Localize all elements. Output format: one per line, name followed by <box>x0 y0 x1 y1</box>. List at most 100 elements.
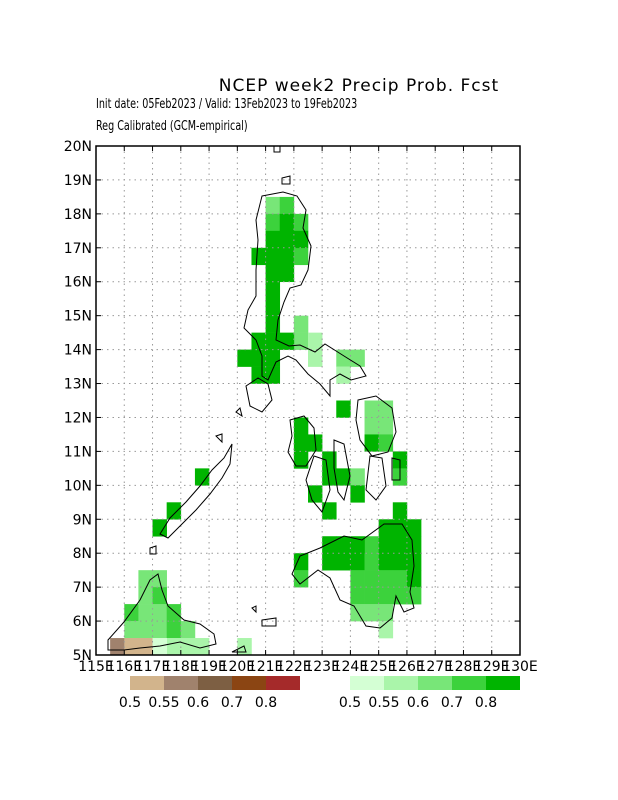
probability-cell <box>265 247 281 266</box>
probability-cell <box>406 587 422 605</box>
probability-cell <box>166 638 182 656</box>
probability-cell <box>378 570 394 588</box>
probability-cell <box>279 213 295 232</box>
legend-swatch <box>232 676 266 690</box>
probability-cell <box>322 502 337 520</box>
coastline <box>107 145 415 653</box>
calibration-note: Reg Calibrated (GCM-empirical) <box>96 119 248 134</box>
lon-tick-label: 130E <box>502 659 538 675</box>
init-valid-dates: Init date: 05Feb2023 / Valid: 13Feb2023 … <box>96 97 358 112</box>
legend-label: 0.55 <box>368 695 399 711</box>
probability-cell <box>152 638 167 656</box>
probability-cell <box>336 400 351 418</box>
probability-cell <box>378 400 394 418</box>
probability-cell <box>293 230 309 249</box>
probability-cell <box>392 519 408 537</box>
probability-cell <box>350 536 365 554</box>
probability-cell <box>392 502 408 520</box>
legend-label: 0.7 <box>441 695 463 711</box>
probability-cell <box>406 536 422 554</box>
probability-cell <box>364 400 379 418</box>
probability-cell <box>293 213 309 232</box>
lat-tick-label: 12N <box>64 410 92 426</box>
probability-cell <box>392 536 408 554</box>
probability-cell <box>308 349 323 367</box>
probability-cell <box>138 604 153 622</box>
lat-tick-label: 5N <box>73 648 92 664</box>
probability-cell <box>265 349 281 367</box>
probability-cell <box>166 502 182 520</box>
legend-swatch <box>452 676 486 690</box>
probability-cell <box>350 570 365 588</box>
lon-tick-label: 124E <box>333 659 369 675</box>
probability-cell <box>350 587 365 605</box>
probability-cell <box>265 264 281 283</box>
lat-tick-label: 6N <box>73 614 92 630</box>
probability-cell <box>322 451 337 469</box>
probability-cell <box>350 468 365 486</box>
lon-tick-label: 117E <box>135 659 171 675</box>
probability-cell <box>378 519 394 537</box>
lat-tick-label: 7N <box>73 580 92 596</box>
probability-cell <box>336 553 351 571</box>
probability-cell <box>265 315 281 333</box>
probability-cell <box>265 196 281 215</box>
legend-label: 0.6 <box>407 695 429 711</box>
probability-cell <box>293 434 309 452</box>
probability-cell <box>378 604 394 622</box>
probability-cell <box>152 604 167 622</box>
probability-cell <box>152 519 167 537</box>
axis-ticks: 5N 6N 7N 8N 9N 10N 11N 12N 13N 14N 15N 16N 17N 18N 19N… <box>64 139 538 675</box>
map-frame <box>95 145 521 656</box>
lat-tick-label: 19N <box>64 173 92 189</box>
lat-tick-label: 11N <box>64 444 92 460</box>
probability-cell <box>364 553 379 571</box>
legend-swatch <box>266 676 300 690</box>
probability-cell <box>322 536 337 554</box>
probability-cell <box>336 366 351 384</box>
probability-cell <box>265 230 281 249</box>
probability-cell <box>392 553 408 571</box>
probability-cell <box>364 587 379 605</box>
probability-cell <box>251 349 266 367</box>
probability-cell <box>293 570 309 588</box>
probability-cell <box>378 553 394 571</box>
probability-cell <box>237 349 252 367</box>
lat-tick-label: 20N <box>64 139 92 155</box>
legend-swatch <box>384 676 418 690</box>
lon-tick-label: 119E <box>191 659 227 675</box>
lat-tick-label: 9N <box>73 512 92 528</box>
probability-cell <box>364 570 379 588</box>
lon-tick-label: 127E <box>417 659 453 675</box>
lon-tick-label: 118E <box>163 659 199 675</box>
legend: 0.5 0.55 0.6 0.7 0.8 0.5 0.55 0.6 0.7 0.8 <box>119 676 520 711</box>
probability-cell <box>392 570 408 588</box>
probability-cell <box>279 332 295 350</box>
probability-cell <box>180 638 196 656</box>
probability-cell <box>265 281 281 299</box>
probability-cell <box>336 536 351 554</box>
lon-tick-label: 125E <box>361 659 397 675</box>
lon-tick-label: 128E <box>446 659 482 675</box>
probability-cell <box>265 213 281 232</box>
probability-cell <box>194 468 210 486</box>
probability-cell <box>293 332 309 350</box>
probability-cell <box>378 417 394 435</box>
probability-cell <box>350 485 365 503</box>
legend-label: 0.6 <box>187 695 209 711</box>
lon-tick-label: 122E <box>276 659 312 675</box>
lat-tick-label: 13N <box>64 377 92 393</box>
lat-tick-label: 17N <box>64 241 92 257</box>
legend-label: 0.8 <box>475 695 497 711</box>
probability-cell <box>152 570 167 588</box>
lon-tick-label: 129E <box>474 659 510 675</box>
lat-tick-label: 14N <box>64 343 92 359</box>
lon-tick-label: 123E <box>304 659 340 675</box>
legend-label: 0.55 <box>148 695 179 711</box>
probability-cell <box>124 638 139 656</box>
probability-cell <box>138 621 153 639</box>
lat-tick-label: 16N <box>64 275 92 291</box>
probability-cell <box>251 247 266 266</box>
lat-tick-label: 8N <box>73 546 92 562</box>
legend-swatch <box>198 676 232 690</box>
